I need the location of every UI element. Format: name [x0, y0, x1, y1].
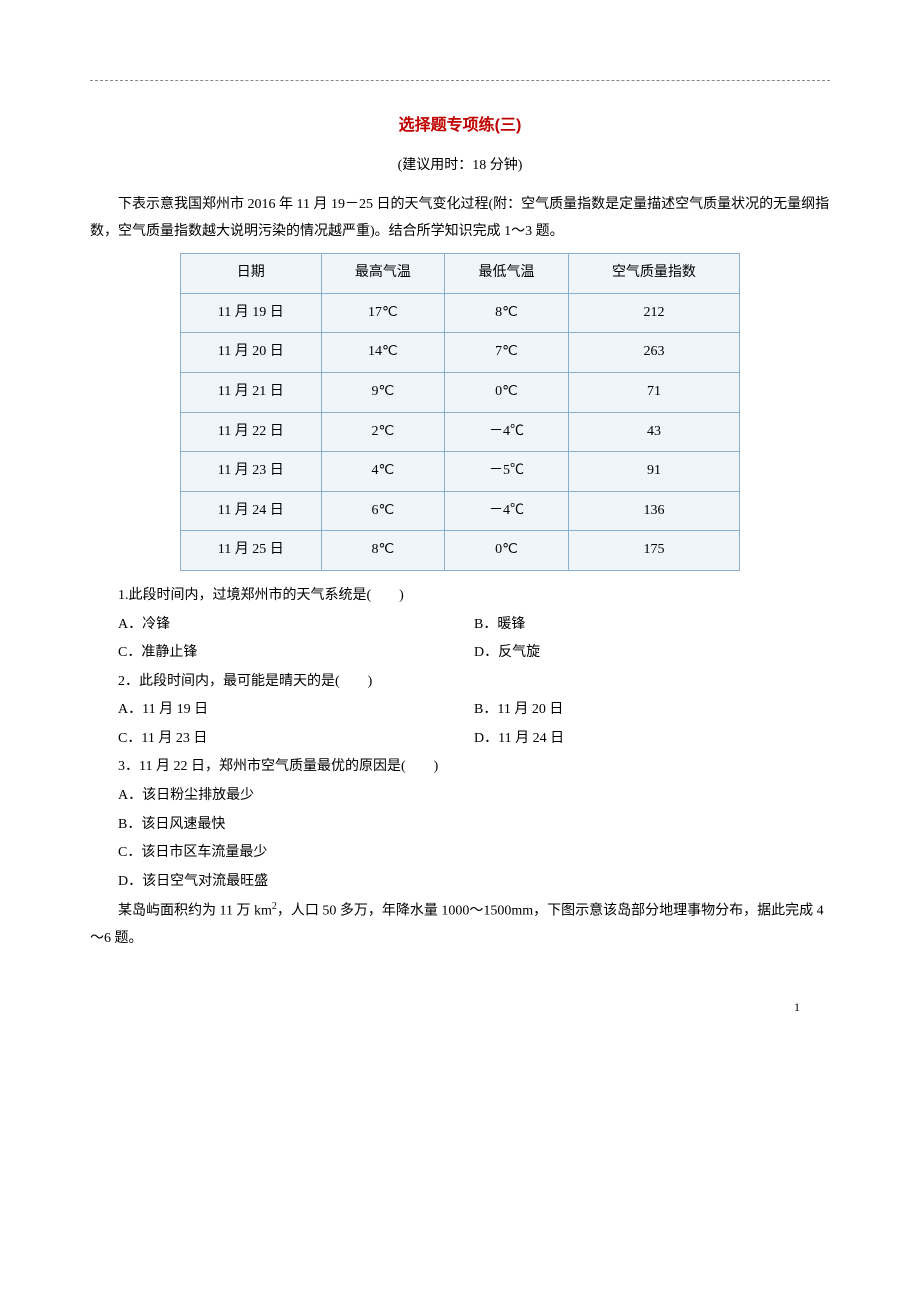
cell-low: 7℃	[445, 333, 569, 373]
table-header-row: 日期 最高气温 最低气温 空气质量指数	[181, 254, 740, 294]
weather-data-table: 日期 最高气温 最低气温 空气质量指数 11 月 19 日 17℃ 8℃ 212…	[180, 253, 740, 571]
col-high-temp: 最高气温	[321, 254, 445, 294]
q2-stem: 2．此段时间内，最可能是晴天的是( )	[90, 669, 830, 696]
cell-aqi: 136	[568, 491, 739, 531]
cell-high: 2℃	[321, 412, 445, 452]
q1-options-row1: A．冷锋 B．暖锋	[118, 612, 830, 639]
cell-date: 11 月 23 日	[181, 452, 322, 492]
q1-option-a: A．冷锋	[118, 612, 474, 639]
table-row: 11 月 23 日 4℃ －5℃ 91	[181, 452, 740, 492]
q3-option-d: D．该日空气对流最旺盛	[118, 869, 830, 896]
table-row: 11 月 20 日 14℃ 7℃ 263	[181, 333, 740, 373]
cell-low: 0℃	[445, 372, 569, 412]
cell-aqi: 43	[568, 412, 739, 452]
cell-date: 11 月 22 日	[181, 412, 322, 452]
cell-date: 11 月 24 日	[181, 491, 322, 531]
q3-option-b: B．该日风速最快	[118, 812, 830, 839]
cell-aqi: 263	[568, 333, 739, 373]
cell-high: 4℃	[321, 452, 445, 492]
cell-aqi: 212	[568, 293, 739, 333]
table-row: 11 月 24 日 6℃ －4℃ 136	[181, 491, 740, 531]
q1-stem: 1.此段时间内，过境郑州市的天气系统是( )	[90, 583, 830, 610]
q2-option-d: D．11 月 24 日	[474, 726, 830, 753]
cell-low: －5℃	[445, 452, 569, 492]
q1-option-b: B．暖锋	[474, 612, 830, 639]
cell-high: 14℃	[321, 333, 445, 373]
cell-low: 8℃	[445, 293, 569, 333]
q3-stem: 3．11 月 22 日，郑州市空气质量最优的原因是( )	[90, 754, 830, 781]
table-row: 11 月 19 日 17℃ 8℃ 212	[181, 293, 740, 333]
table-row: 11 月 25 日 8℃ 0℃ 175	[181, 531, 740, 571]
cell-date: 11 月 25 日	[181, 531, 322, 571]
q3-option-c: C．该日市区车流量最少	[118, 840, 830, 867]
cell-aqi: 91	[568, 452, 739, 492]
cell-aqi: 71	[568, 372, 739, 412]
q2-option-a: A．11 月 19 日	[118, 697, 474, 724]
table-row: 11 月 21 日 9℃ 0℃ 71	[181, 372, 740, 412]
header-divider	[90, 80, 830, 81]
subtitle: (建议用时：18 分钟)	[90, 153, 830, 180]
q2-options-row1: A．11 月 19 日 B．11 月 20 日	[118, 697, 830, 724]
intro2-paragraph: 某岛屿面积约为 11 万 km2，人口 50 多万，年降水量 1000～1500…	[90, 897, 830, 952]
cell-high: 6℃	[321, 491, 445, 531]
q1-options-row2: C．准静止锋 D．反气旋	[118, 640, 830, 667]
q2-options-row2: C．11 月 23 日 D．11 月 24 日	[118, 726, 830, 753]
table-row: 11 月 22 日 2℃ －4℃ 43	[181, 412, 740, 452]
intro2-pre: 某岛屿面积约为 11 万 km	[118, 904, 272, 919]
q3-option-a: A．该日粉尘排放最少	[118, 783, 830, 810]
cell-high: 9℃	[321, 372, 445, 412]
cell-low: 0℃	[445, 531, 569, 571]
q2-option-b: B．11 月 20 日	[474, 697, 830, 724]
intro-paragraph: 下表示意我国郑州市 2016 年 11 月 19－25 日的天气变化过程(附：空…	[90, 192, 830, 245]
cell-low: －4℃	[445, 412, 569, 452]
cell-date: 11 月 21 日	[181, 372, 322, 412]
q2-option-c: C．11 月 23 日	[118, 726, 474, 753]
q1-option-d: D．反气旋	[474, 640, 830, 667]
page-number: 1	[90, 956, 830, 1019]
col-low-temp: 最低气温	[445, 254, 569, 294]
cell-date: 11 月 19 日	[181, 293, 322, 333]
cell-date: 11 月 20 日	[181, 333, 322, 373]
cell-low: －4℃	[445, 491, 569, 531]
cell-high: 17℃	[321, 293, 445, 333]
page-title: 选择题专项练(三)	[90, 111, 830, 141]
col-date: 日期	[181, 254, 322, 294]
col-aqi: 空气质量指数	[568, 254, 739, 294]
cell-aqi: 175	[568, 531, 739, 571]
cell-high: 8℃	[321, 531, 445, 571]
q1-option-c: C．准静止锋	[118, 640, 474, 667]
